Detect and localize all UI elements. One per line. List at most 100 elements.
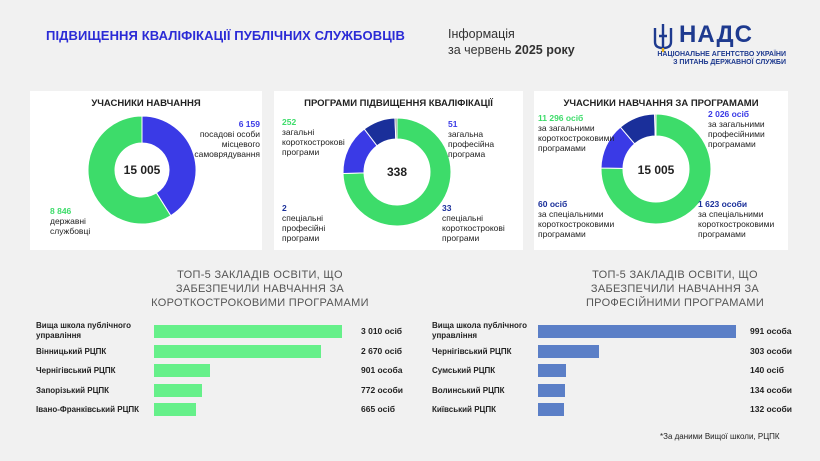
bar-value-label: 140 осіб: [750, 365, 784, 375]
card-programs: ПРОГРАМИ ПІДВИЩЕННЯ КВАЛІФІКАЦІЇ 338 252…: [274, 91, 523, 250]
slice-text-1: загальна: [448, 129, 484, 139]
bar-value-label: 3 010 осіб: [361, 326, 403, 336]
slice-label-general-professional: 2 026 осіб за загальними професійними пр…: [708, 109, 765, 149]
slice-value: 1 623 особи: [698, 199, 748, 209]
slice-value: 11 296 осіб: [538, 113, 584, 123]
bar-value-label: 665 осіб: [361, 404, 395, 414]
slice-value: 60 осіб: [538, 199, 568, 209]
professional-programs-top5-title: ТОП-5 ЗАКЛАДІВ ОСВІТИ, ЩО ЗАБЕЗПЕЧИЛИ НА…: [560, 268, 790, 310]
bar-value-label: 901 особа: [361, 365, 403, 375]
donut-center-value: 15 005: [123, 163, 161, 177]
slice-text-1: державні: [50, 216, 86, 226]
title-line: ЗАБЕЗПЕЧИЛИ НАВЧАННЯ ЗА: [175, 283, 345, 295]
bar-category-label: Чернігівський РЦПК: [36, 366, 116, 375]
bar-category-label: Волинський РЦПК: [432, 385, 505, 395]
bar-value-label: 2 670 осіб: [361, 345, 403, 356]
short-programs-top5-title: ТОП-5 ЗАКЛАДІВ ОСВІТИ, ЩО ЗАБЕЗПЕЧИЛИ НА…: [140, 268, 380, 310]
slice-text-1: спеціальні: [282, 213, 324, 223]
slice-text-2: короткостроковими: [538, 219, 615, 229]
slice-label-civil-servants: 8 846 державні службовці: [50, 206, 90, 236]
donut-participants: [87, 115, 197, 225]
slice-text-2: короткострокові: [442, 223, 505, 233]
slice-label-special-professional: 60 осіб за спеціальними короткостроковим…: [538, 199, 614, 239]
slice-label-special-short: 33 спеціальні короткострокові програми: [442, 203, 505, 243]
slice-label-local-officials: 6 159 посадові особи місцевого самовряду…: [194, 119, 260, 159]
card-participants: УЧАСНИКИ НАВЧАННЯ 15 005 6 159 посадові …: [30, 91, 262, 250]
slice-text-2: професійні: [282, 223, 326, 233]
bar-category-label: Запорізький РЦПК: [36, 385, 110, 395]
slice-text-1: посадові особи: [199, 129, 260, 139]
info-period-year: 2025 року: [514, 43, 575, 57]
card-title: УЧАСНИКИ НАВЧАННЯ: [91, 98, 201, 109]
bar-value-label: 991 особа: [750, 326, 792, 336]
bar: [538, 383, 565, 397]
slice-text-3: програмами: [538, 229, 586, 239]
donut-center-value: 338: [386, 165, 408, 179]
slice-text-3: програми: [282, 147, 320, 157]
bar-category-label: Сумський РЦПК: [432, 366, 496, 375]
slice-label-special-short: 1 623 особи за спеціальними короткострок…: [698, 199, 774, 239]
bar: [154, 383, 203, 397]
bar: [538, 325, 736, 338]
slice-text-3: програмами: [708, 139, 756, 149]
page-title: ПІДВИЩЕННЯ КВАЛІФІКАЦІЇ ПУБЛІЧНИХ СЛУЖБО…: [46, 28, 405, 43]
title-line: ТОП-5 ЗАКЛАДІВ ОСВІТИ, ЩО: [177, 269, 343, 281]
info-period-prefix: за червень: [448, 43, 515, 57]
slice-value: 8 846: [50, 206, 72, 216]
donut-slice-0: [600, 113, 712, 225]
title-line: КОРОТКОСТРОКОВИМИ ПРОГРАМАМИ: [151, 297, 369, 309]
trident-icon: [653, 24, 673, 52]
donut-programs: [342, 117, 452, 227]
logo-sub-line-1: НАЦІОНАЛЬНЕ АГЕНТСТВО УКРАЇНИ: [657, 51, 786, 58]
slice-text-2: службовці: [50, 226, 91, 236]
bar-category-label: Київський РЦПК: [432, 405, 497, 414]
donut-slice-1: [87, 115, 172, 225]
slice-text-3: програми: [442, 233, 480, 243]
slice-text-2: короткостроковими: [538, 133, 615, 143]
bar-category-label: Вища школа публічного управління: [432, 321, 528, 340]
slice-label-special-professional: 2 спеціальні професійні програми: [282, 203, 325, 243]
donut-participants-by-program: [600, 113, 712, 225]
slice-text-1: спеціальні: [442, 213, 484, 223]
slice-text-2: професійними: [708, 129, 765, 139]
slice-text-3: програма: [448, 149, 486, 159]
donut-slice-3: [654, 113, 657, 137]
slice-text-3: самоврядування: [194, 149, 260, 159]
bar-category-label: Івано-Франківський РЦПК: [36, 405, 140, 414]
slice-label-general-short: 11 296 осіб за загальними короткостроков…: [538, 113, 614, 153]
nads-logo: НАДС НАЦІОНАЛЬНЕ АГЕНТСТВО УКРАЇНИ З ПИТ…: [646, 20, 786, 70]
slice-text-2: короткостроковими: [698, 219, 775, 229]
slice-text-1: за спеціальними: [698, 209, 764, 219]
slice-label-general-short: 252 загальні короткострокові програми: [282, 117, 345, 157]
slice-text-1: за спеціальними: [538, 209, 604, 219]
slice-text-1: за загальними: [708, 119, 765, 129]
slice-value: 2 026 осіб: [708, 109, 750, 119]
footnote: *За даними Вищої школи, РЦПК: [660, 432, 780, 441]
slice-text-1: загальні: [282, 127, 315, 137]
bar: [154, 325, 342, 338]
slice-text-2: місцевого: [221, 139, 260, 149]
bar: [154, 364, 211, 377]
slice-value: 51: [448, 119, 458, 129]
title-line: ТОП-5 ЗАКЛАДІВ ОСВІТИ, ЩО: [592, 269, 758, 281]
card-participants-by-program: УЧАСНИКИ НАВЧАННЯ ЗА ПРОГРАМАМИ 15 005 1…: [534, 91, 788, 250]
slice-text-2: короткострокові: [282, 137, 345, 147]
slice-value: 6 159: [238, 119, 260, 129]
bar-value-label: 772 особи: [361, 384, 404, 395]
info-line: Інформація: [448, 27, 515, 41]
donut-slice-0: [342, 117, 452, 227]
bar-value-label: 303 особи: [750, 345, 793, 356]
bar-value-label: 132 особи: [750, 404, 793, 414]
slice-text-3: програмами: [538, 143, 586, 153]
slice-text-1: за загальними: [538, 123, 595, 133]
bar-category-label: Вища школа публічного управління: [36, 321, 132, 340]
bar: [538, 403, 565, 416]
donut-slice-3: [394, 117, 398, 140]
slice-label-general-professional: 51 загальна професійна програма: [448, 119, 494, 159]
title-line: ПРОФЕСІЙНИМИ ПРОГРАМАМИ: [585, 297, 765, 309]
bar-category-label: Вінницький РЦПК: [36, 346, 107, 356]
slice-value: 33: [442, 203, 452, 213]
slice-text-3: програмами: [698, 229, 746, 239]
logo-name: НАДС: [679, 21, 753, 48]
